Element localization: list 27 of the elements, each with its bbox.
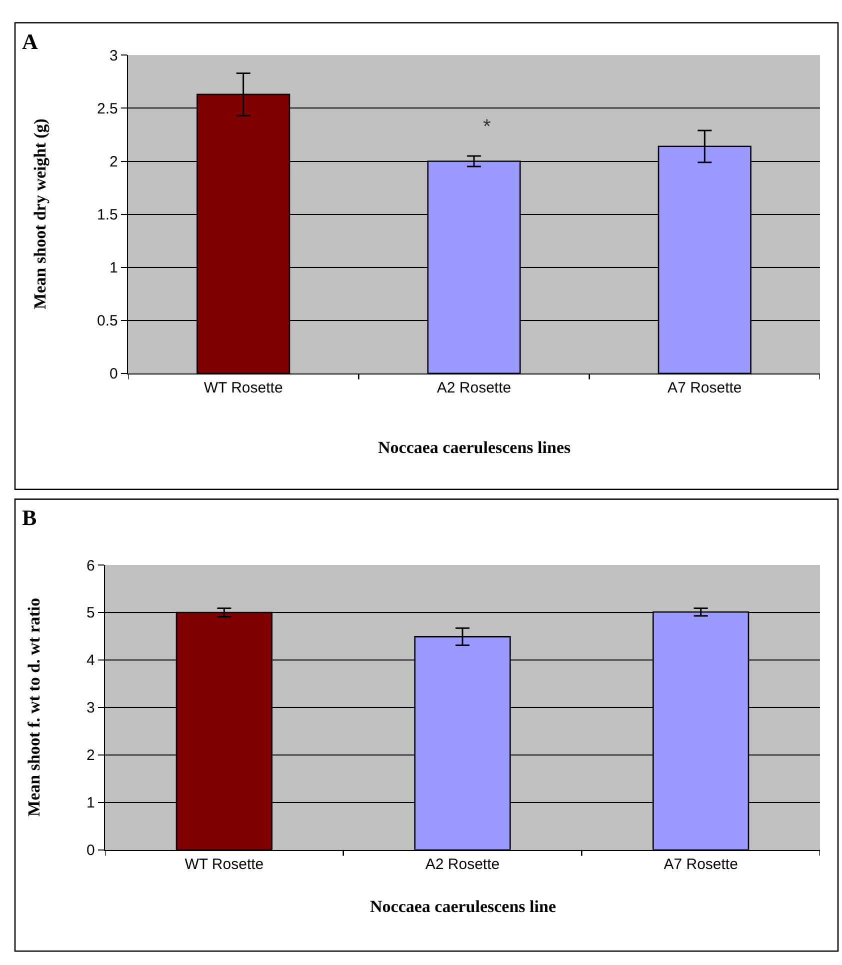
y-tick-label: 4 — [86, 652, 95, 670]
y-tick-label: 0 — [110, 366, 118, 383]
x-tick-label: A2 Rosette — [436, 380, 512, 397]
y-axis-title: Mean shoot f. wt to d. wt ratio — [24, 598, 44, 816]
x-tick-label: A7 Rosette — [668, 380, 742, 397]
x-tick-label: A7 Rosette — [664, 856, 738, 874]
y-tick-label: 1 — [86, 794, 95, 812]
y-tick-label: 0 — [86, 842, 95, 860]
y-tick-label: 3 — [86, 700, 95, 717]
y-tick-label: 5 — [86, 604, 95, 622]
y-tick-label: 2.5 — [96, 100, 118, 118]
x-tick-label: WT Rosette — [184, 856, 264, 874]
y-tick-label: 1 — [110, 260, 118, 277]
x-axis-title: Noccaea caerulescens lines — [378, 438, 571, 457]
y-tick-label: 2 — [110, 154, 118, 171]
x-tick-label: A2 Rosette — [425, 856, 500, 874]
y-tick-label: 1.5 — [96, 206, 118, 224]
chart-title: B — [22, 505, 37, 530]
y-tick-label: 3 — [110, 47, 118, 64]
y-tick-label: 6 — [86, 557, 95, 574]
x-tick-label: WT Rosette — [204, 380, 283, 397]
y-tick-label: 2 — [86, 747, 95, 764]
y-axis-title: Mean shoot dry weight (g) — [30, 118, 50, 310]
chart-title: A — [22, 29, 38, 54]
annotation: * — [483, 116, 491, 138]
x-axis-title: Noccaea caerulescens line — [370, 897, 556, 916]
y-tick-label: 0.5 — [96, 312, 118, 330]
